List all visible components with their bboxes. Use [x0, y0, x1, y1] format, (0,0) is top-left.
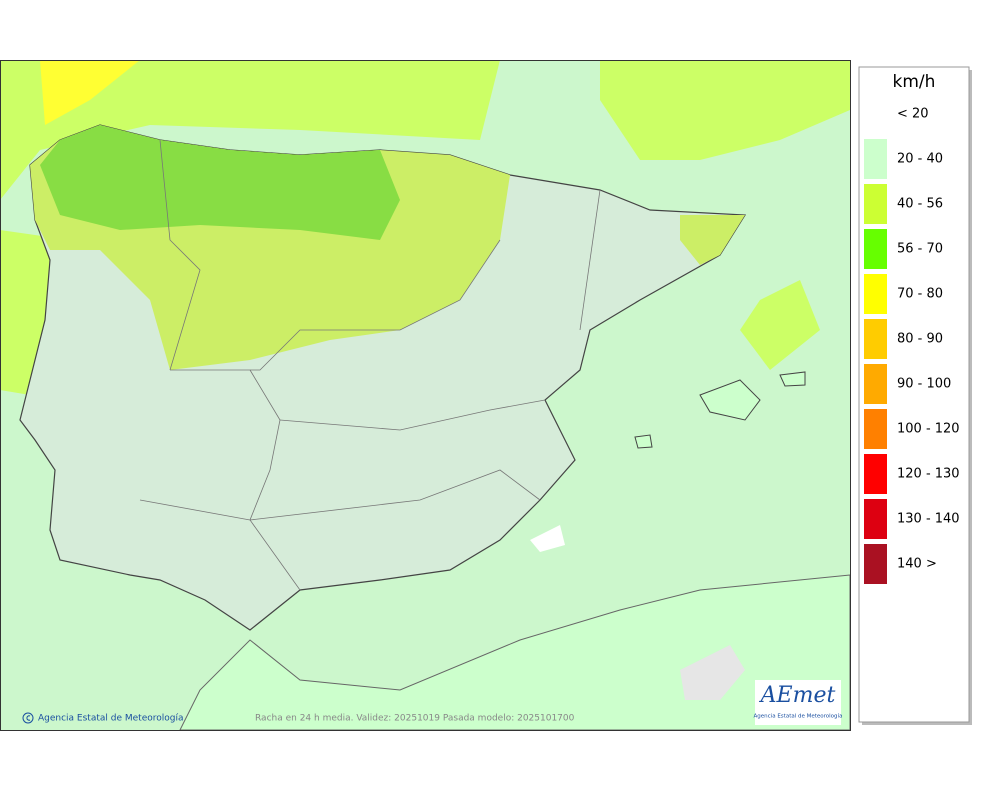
legend-label: 130 - 140	[897, 512, 960, 527]
legend-swatch	[864, 94, 887, 134]
caption: Racha en 24 h media. Validez: 20251019 P…	[255, 714, 575, 724]
wind-zone	[40, 125, 400, 240]
borders	[139, 139, 601, 591]
legend-swatch	[864, 409, 887, 449]
legend-swatch	[864, 184, 887, 224]
legend-swatch	[864, 499, 887, 539]
legend-label: 120 - 130	[897, 467, 960, 482]
logo-box	[755, 680, 841, 725]
wind-zone	[40, 60, 140, 125]
legend-swatch	[864, 364, 887, 404]
legend-title: km/h	[893, 72, 936, 92]
africa-coast	[179, 574, 850, 730]
wind-zone	[0, 60, 500, 200]
wind-zone	[600, 60, 850, 160]
credit: Agencia Estatal de Meteorología	[38, 714, 184, 724]
no-data	[530, 525, 565, 552]
legend-swatch	[864, 454, 887, 494]
island	[634, 434, 653, 449]
island	[779, 371, 806, 387]
legend-label: 20 - 40	[897, 152, 943, 167]
logo-name: AEmet	[759, 683, 836, 708]
legend-swatch	[864, 319, 887, 359]
no-data	[680, 645, 745, 700]
legend-swatch	[864, 229, 887, 269]
legend-label: 140 >	[897, 557, 937, 572]
logo-subtitle: Agencia Estatal de Meteorología	[754, 713, 843, 720]
legend-label: 100 - 120	[897, 422, 960, 437]
legend-label: 40 - 56	[897, 197, 943, 212]
legend-label: 90 - 100	[897, 377, 951, 392]
wind-zone	[680, 215, 745, 265]
map	[0, 60, 850, 730]
copyright-icon	[26, 715, 31, 721]
legend-label: 56 - 70	[897, 242, 943, 257]
island	[699, 379, 761, 421]
legend-swatch	[864, 139, 887, 179]
legend-label: 80 - 90	[897, 332, 943, 347]
wind-zone	[740, 280, 820, 370]
map-frame	[0, 60, 851, 731]
copyright-icon	[22, 712, 34, 724]
legend-swatch	[864, 274, 887, 314]
legend-label: 70 - 80	[897, 287, 943, 302]
legend-label: < 20	[897, 107, 929, 122]
legend-swatch	[864, 544, 887, 584]
